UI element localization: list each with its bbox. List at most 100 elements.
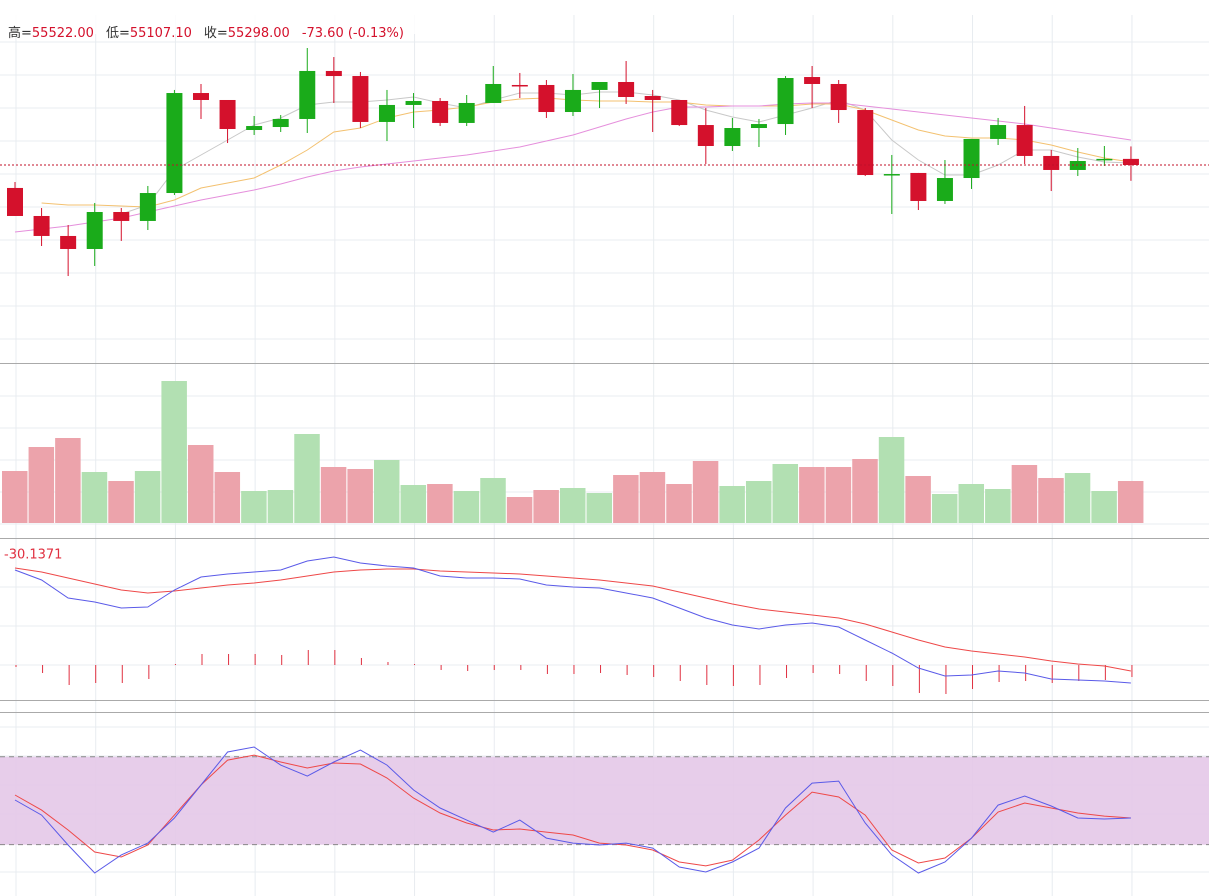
candle-body [910, 172, 927, 201]
candle-body [432, 100, 449, 123]
volume-bar [666, 484, 692, 523]
volume-bar [347, 469, 373, 523]
candle-body [724, 128, 741, 147]
candle-body [299, 70, 316, 119]
header-label: 收= [204, 26, 228, 41]
volume-bar [400, 485, 427, 523]
candle-body [883, 174, 900, 176]
header-change: -73.60 (-0.13%) [302, 26, 404, 41]
volume-bar [586, 493, 613, 523]
candle-body [671, 99, 688, 126]
volume-bar [799, 467, 825, 523]
candle-body [86, 212, 103, 249]
volume-bar [187, 445, 214, 523]
volume-bar [294, 434, 320, 523]
volume-bar [506, 497, 533, 523]
candle-body [857, 110, 874, 176]
volume-bar [373, 460, 400, 523]
moving-average [41, 97, 1131, 208]
candle-body [325, 70, 342, 77]
candle-body [1016, 125, 1033, 156]
candle-body [644, 96, 661, 100]
candle-body [246, 126, 263, 131]
volume-bar [134, 471, 161, 523]
volume-bar [533, 490, 559, 523]
candle-body [7, 187, 23, 216]
candle-body [564, 89, 581, 113]
candle-body [591, 81, 608, 90]
volume-bar [267, 490, 294, 523]
candle-body [352, 76, 369, 122]
volume-bar [1011, 465, 1038, 523]
volume-bar [320, 467, 347, 523]
candle-body [1096, 158, 1113, 161]
kdj-k [14, 746, 1131, 874]
volume-bar [772, 464, 799, 523]
volume-bar [214, 472, 241, 523]
candle-body [1043, 155, 1060, 170]
macd-dif [14, 556, 1131, 684]
volume-bar [480, 478, 506, 523]
volume-bar [1064, 473, 1091, 523]
volume-bar [878, 437, 905, 523]
header-value: 55522.00 [32, 26, 94, 41]
candle-body [219, 99, 236, 130]
volume-bar [559, 488, 586, 523]
candle-body [113, 212, 130, 221]
macd-dea [14, 567, 1131, 672]
volume-bar [453, 491, 480, 523]
volume-bar [692, 461, 719, 523]
volume-bar [427, 484, 453, 523]
candle-body [485, 83, 502, 103]
volume-bar [613, 475, 639, 523]
header-value: 55107.10 [130, 26, 192, 41]
moving-average [14, 102, 1131, 233]
candle-body [511, 84, 528, 87]
volume-bar [81, 472, 108, 523]
candle-body [990, 125, 1007, 139]
header-label: 高= [8, 25, 32, 41]
header-value: 55298.00 [228, 26, 290, 41]
header-label: 低= [106, 26, 130, 41]
candle-body [697, 125, 714, 147]
macd-label: -30.1371 [4, 548, 62, 563]
candle-body [538, 84, 555, 113]
kdj-band [0, 756, 1209, 845]
candle-body [272, 118, 289, 128]
candle-body [750, 124, 767, 129]
marks [0, 48, 1209, 874]
volume-bar [161, 381, 187, 523]
candle-body [60, 235, 77, 249]
volume-bar [931, 494, 958, 523]
header-bg [0, 14, 430, 34]
volume-bar [1091, 491, 1117, 523]
volume-bar [1038, 478, 1064, 523]
candle-body [804, 77, 821, 84]
volume-bar [1117, 481, 1144, 523]
candle-body [618, 81, 635, 98]
candle-body [777, 78, 794, 125]
volume-bar [958, 484, 985, 523]
volume-bar [985, 489, 1011, 523]
candle-body [830, 83, 847, 111]
candle-body [139, 193, 156, 221]
header: 高=55522.00 低=55107.10 收=55298.00 -73.60 (-0… [8, 25, 404, 41]
volume-bar [852, 459, 878, 523]
volume-bar [241, 491, 267, 523]
candle-body [33, 215, 50, 236]
candle-body [963, 138, 980, 179]
volume-bar [905, 476, 931, 523]
volume-bar [745, 481, 772, 523]
candle-body [192, 93, 209, 100]
candle-body [405, 100, 422, 105]
candle-body [166, 93, 183, 194]
candle-body [1122, 158, 1139, 165]
volume-bar [2, 471, 28, 523]
volume-bar [108, 481, 134, 523]
volume-bar [55, 438, 81, 523]
volume-bar [639, 472, 666, 523]
volume-bar [825, 467, 852, 523]
volume-bar [719, 486, 745, 523]
candle-body [936, 178, 953, 201]
